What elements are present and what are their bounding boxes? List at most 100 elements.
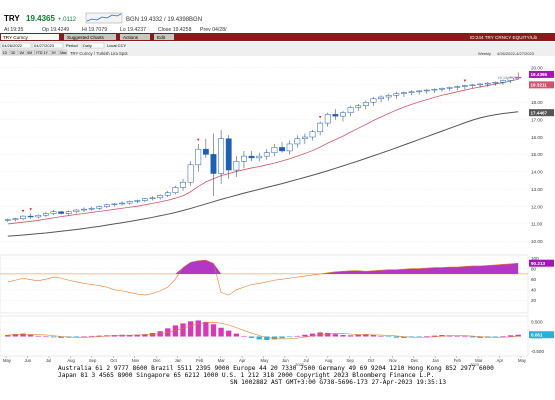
candle-body: [103, 204, 110, 207]
close-value: Close 19.4258: [158, 27, 192, 33]
menu-actions[interactable]: [120, 34, 150, 40]
candle-body: [378, 96, 384, 100]
rsi-axis: 100 80 60 40 20 90.213: [529, 256, 554, 303]
candle-body: [271, 147, 278, 153]
footer-line-2: Japan 81 3 4565 8900 Singapore 65 6212 1…: [58, 372, 434, 379]
range-tabs: 1D 3D 1M 6M YTD 1Y 5Y Max: [1, 49, 68, 56]
x-tick-label: Feb: [454, 358, 462, 363]
rsi-last-tag: 90.213: [531, 261, 545, 266]
candle-body: [218, 138, 225, 174]
candle-body: [332, 114, 339, 117]
candle-body: [210, 154, 217, 174]
period-select[interactable]: [81, 42, 105, 49]
candle-body: [4, 219, 11, 221]
candle-body: [42, 213, 49, 216]
hist-bar: [218, 327, 224, 337]
range-tab-label: 6M: [27, 51, 32, 55]
hist-bar: [355, 334, 361, 337]
candle-body: [202, 148, 209, 155]
candle-body: [20, 215, 26, 219]
hist-bar: [309, 333, 316, 337]
hist-bar: [401, 336, 407, 338]
price-tick-label: 12.00: [531, 204, 543, 209]
range-tab-2[interactable]: [18, 49, 27, 56]
security-input[interactable]: [1, 34, 59, 40]
hist-bar: [241, 335, 247, 337]
range-tab-label: YTD: [36, 51, 43, 55]
weekly-label: Weekly: [478, 51, 491, 56]
signal-marker: [29, 208, 32, 211]
ticker-label: TRY: [4, 14, 20, 23]
range-end-input[interactable]: [32, 42, 64, 49]
hist-bar: [5, 335, 11, 337]
candle-body: [126, 201, 133, 204]
open-value: Op 19.4249: [42, 27, 69, 33]
controls-row: [0, 42, 555, 56]
range-tab-6[interactable]: [51, 49, 59, 56]
hist-bar: [50, 336, 57, 338]
hist-bar: [286, 336, 293, 338]
menu-suggested-charts[interactable]: [64, 34, 116, 40]
hist-bar: [43, 336, 49, 338]
price-change: +.0112: [58, 17, 77, 23]
range-start-input[interactable]: [0, 42, 32, 49]
hist-bar: [500, 336, 506, 337]
hist-bar: [88, 335, 95, 337]
candle-body: [484, 82, 491, 85]
hist-bar: [347, 335, 354, 337]
signal-markers: [21, 79, 467, 213]
candle-body: [81, 208, 87, 211]
range-tab-7[interactable]: [59, 49, 68, 56]
hist-bar: [20, 333, 26, 337]
candle-body: [301, 136, 308, 139]
hist-bar: [507, 335, 514, 337]
hist-bar: [454, 335, 460, 337]
date-range-right: 4/26/2022-4/27/2023: [497, 51, 535, 56]
candle-body: [50, 211, 57, 214]
at-time: At 19:35: [4, 27, 23, 33]
candle-body: [347, 107, 354, 113]
hist-bar: [73, 336, 80, 338]
hist-bar: [96, 335, 102, 337]
price-tick-label: 14.00: [531, 170, 543, 175]
range-tab-0[interactable]: [1, 49, 10, 56]
hist-bar: [233, 333, 240, 337]
hist-bar: [210, 324, 217, 337]
candle-body: [408, 91, 415, 93]
candle-body: [317, 122, 324, 133]
candle-body: [431, 88, 438, 91]
hist-bar: [477, 336, 483, 338]
candle-body: [492, 82, 499, 84]
x-tick-label: Apr: [239, 358, 246, 363]
menu-edit[interactable]: [154, 34, 174, 40]
x-tick-label: Sep: [346, 358, 354, 363]
hist-bar: [149, 333, 156, 337]
rsi-panel: [0, 254, 529, 314]
x-axis: May Jun Jul Aug Sep Oct Nov Dec Jan Feb Mar Apr May J…: [3, 356, 527, 367]
range-tab-label: 5Y: [52, 51, 57, 55]
candle-body: [324, 114, 331, 124]
candle-body: [416, 90, 423, 93]
x-tick-label: Aug: [67, 358, 75, 363]
range-tab-1[interactable]: [10, 49, 18, 56]
range-tab-4[interactable]: [34, 49, 43, 56]
hist-last-tag: 0.061: [531, 333, 543, 338]
hist-bar: [393, 336, 399, 338]
candle-body: [58, 211, 65, 214]
candle-body: [279, 147, 285, 152]
range-start-value: 04/26/2022: [2, 43, 23, 48]
hist-bar: [12, 334, 19, 337]
hist-bar: [271, 336, 278, 340]
range-tab-label: 1Y: [44, 51, 49, 55]
price-tick-label: 17.00: [531, 117, 543, 122]
hist-bar: [515, 334, 521, 337]
range-tab-3[interactable]: [26, 49, 35, 56]
candle-body: [119, 202, 125, 205]
range-tab-5[interactable]: [42, 49, 51, 56]
hist-tick-label: 0.500: [531, 320, 543, 325]
rsi-tick-label: 80: [531, 266, 537, 271]
toolbar-right-label: ID:244 TRY CRNCY EQUITY/Lib: [470, 35, 538, 40]
rsi-tick-label: 40: [531, 288, 537, 293]
